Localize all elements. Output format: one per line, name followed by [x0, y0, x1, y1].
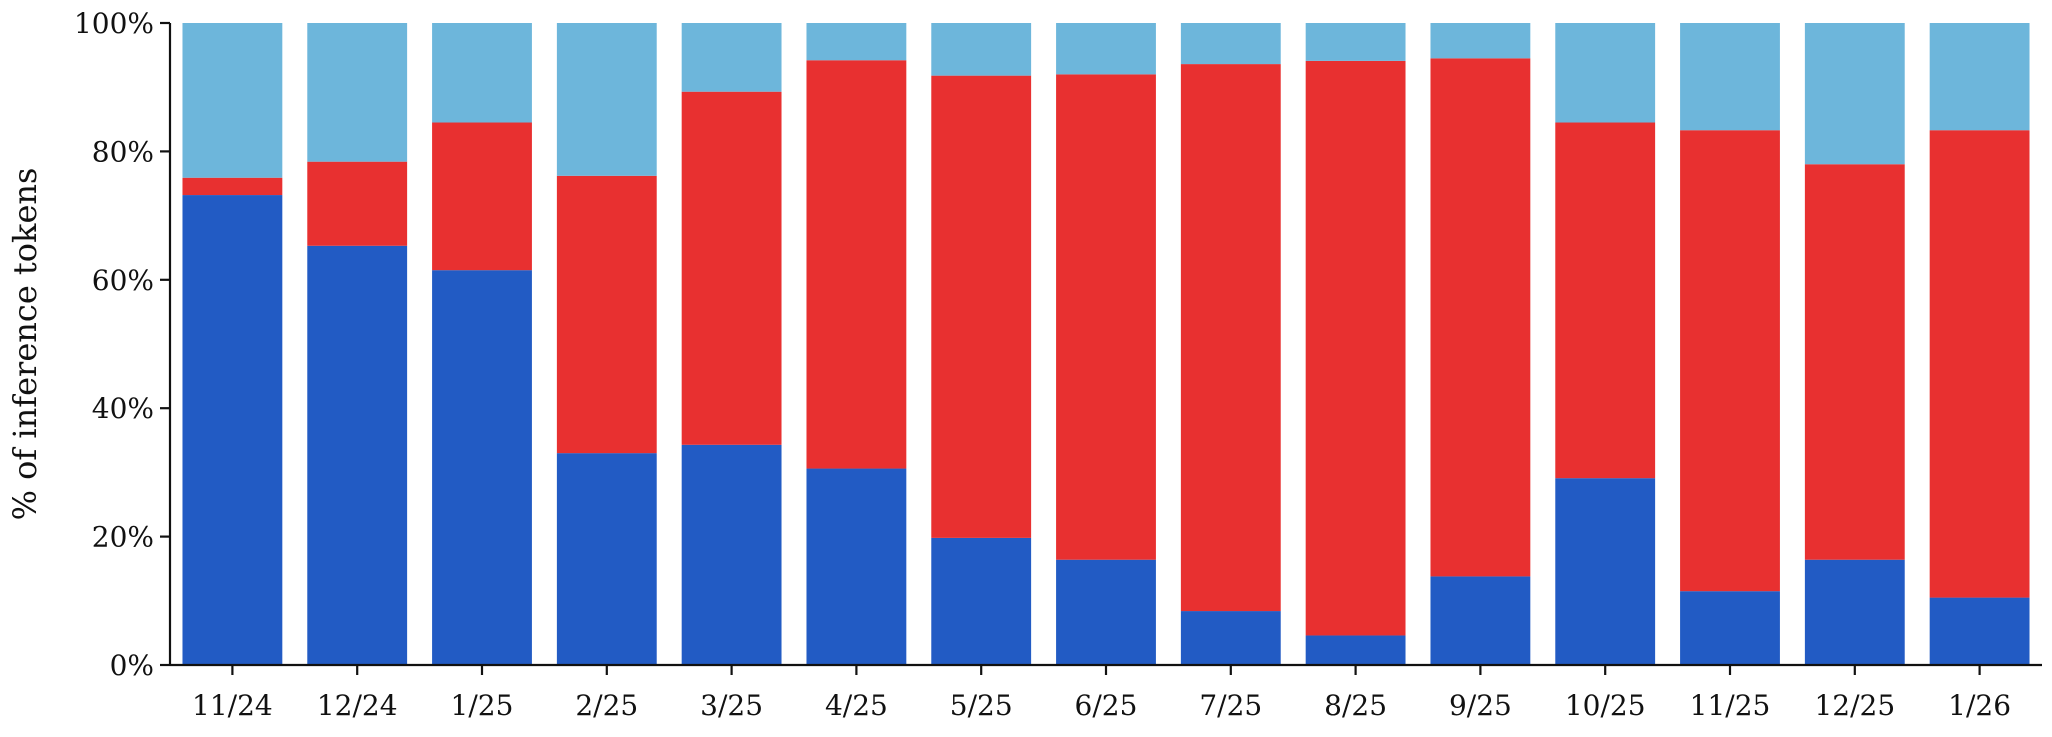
bar-segment-2-25-s2	[556, 175, 657, 454]
bar-segment-3-25-s2	[681, 91, 782, 445]
bar-segment-2-25-s1	[556, 453, 657, 665]
x-tick-label: 12/24	[317, 689, 398, 722]
bar-segment-7-25-s2	[1180, 64, 1281, 612]
y-axis-title: % of inference tokens	[6, 168, 44, 521]
bar-segment-7-25-s3	[1180, 23, 1281, 65]
y-tick-label: 100%	[74, 7, 154, 40]
x-tick-label: 12/25	[1814, 689, 1895, 722]
bar-segment-12-25-s2	[1804, 164, 1905, 560]
x-tick-label: 4/25	[825, 689, 888, 722]
bar-segment-8-25-s2	[1305, 60, 1406, 636]
bar-segment-6-25-s2	[1056, 74, 1156, 560]
bar-segment-12-25-s1	[1804, 559, 1905, 665]
bar-segment-9-25-s1	[1430, 576, 1531, 665]
bar-segment-2-25-s3	[556, 23, 657, 176]
bar-segment-5-25-s2	[931, 75, 1032, 538]
x-tick-label: 1/26	[1948, 689, 2011, 722]
x-tick-label: 11/24	[192, 689, 273, 722]
bar-segment-12-24-s2	[307, 161, 408, 246]
bar-segment-11-25-s3	[1680, 23, 1780, 131]
bar-segment-11-25-s2	[1680, 130, 1780, 592]
bar-segment-4-25-s2	[806, 60, 907, 469]
bar-segment-1-25-s1	[432, 270, 532, 665]
x-tick-label: 9/25	[1449, 689, 1512, 722]
bar-segment-11-24-s3	[182, 23, 283, 178]
bar-segment-1-26-s2	[1929, 130, 2030, 598]
bar-segment-11-24-s1	[182, 195, 283, 665]
x-tick-label: 5/25	[950, 689, 1013, 722]
bar-segment-12-25-s3	[1804, 23, 1905, 165]
x-tick-label: 11/25	[1690, 689, 1771, 722]
bar-segment-1-25-s3	[432, 23, 532, 123]
x-tick-label: 3/25	[700, 689, 763, 722]
bar-segment-9-25-s2	[1430, 58, 1531, 577]
bar-segment-6-25-s3	[1056, 23, 1156, 75]
bar-segment-1-25-s2	[432, 122, 532, 271]
x-tick-label: 2/25	[575, 689, 638, 722]
bar-segment-1-26-s3	[1929, 23, 2030, 131]
bar-segment-11-24-s2	[182, 177, 283, 196]
bar-segment-8-25-s3	[1305, 23, 1406, 61]
x-tick-label: 6/25	[1075, 689, 1138, 722]
x-tick-label: 7/25	[1199, 689, 1262, 722]
bar-segment-4-25-s3	[806, 23, 907, 61]
bar-segment-1-26-s1	[1929, 597, 2030, 665]
y-tick-label: 20%	[92, 521, 154, 554]
bar-segment-12-24-s1	[307, 245, 408, 665]
bar-segment-7-25-s1	[1180, 611, 1281, 665]
x-tick-label: 1/25	[451, 689, 514, 722]
bar-segment-11-25-s1	[1680, 591, 1780, 665]
x-tick-label: 10/25	[1565, 689, 1646, 722]
bar-segment-8-25-s1	[1305, 635, 1406, 665]
bar-segment-6-25-s1	[1056, 559, 1156, 665]
y-tick-label: 40%	[92, 392, 154, 425]
y-tick-label: 80%	[92, 135, 154, 168]
bars-layer	[182, 23, 2030, 665]
bar-segment-3-25-s3	[681, 23, 782, 92]
y-tick-label: 0%	[110, 649, 154, 682]
bar-segment-5-25-s1	[931, 537, 1032, 665]
bar-segment-10-25-s1	[1555, 478, 1656, 665]
x-tick-label: 8/25	[1324, 689, 1387, 722]
y-axis-ticks: 0% 20% 40% 60% 80% 100%	[74, 7, 170, 682]
bar-segment-10-25-s3	[1555, 23, 1656, 123]
bar-segment-12-24-s3	[307, 23, 408, 162]
bar-segment-10-25-s2	[1555, 122, 1656, 479]
bar-segment-9-25-s3	[1430, 23, 1531, 59]
bar-segment-5-25-s3	[931, 23, 1032, 76]
bar-segment-3-25-s1	[681, 444, 782, 665]
x-axis-ticks: 11/24 12/24 1/25 2/25 3/25 4/25 5/25 6/25 7/25 8/…	[192, 665, 2011, 722]
bar-segment-4-25-s1	[806, 468, 907, 665]
y-tick-label: 60%	[92, 264, 154, 297]
